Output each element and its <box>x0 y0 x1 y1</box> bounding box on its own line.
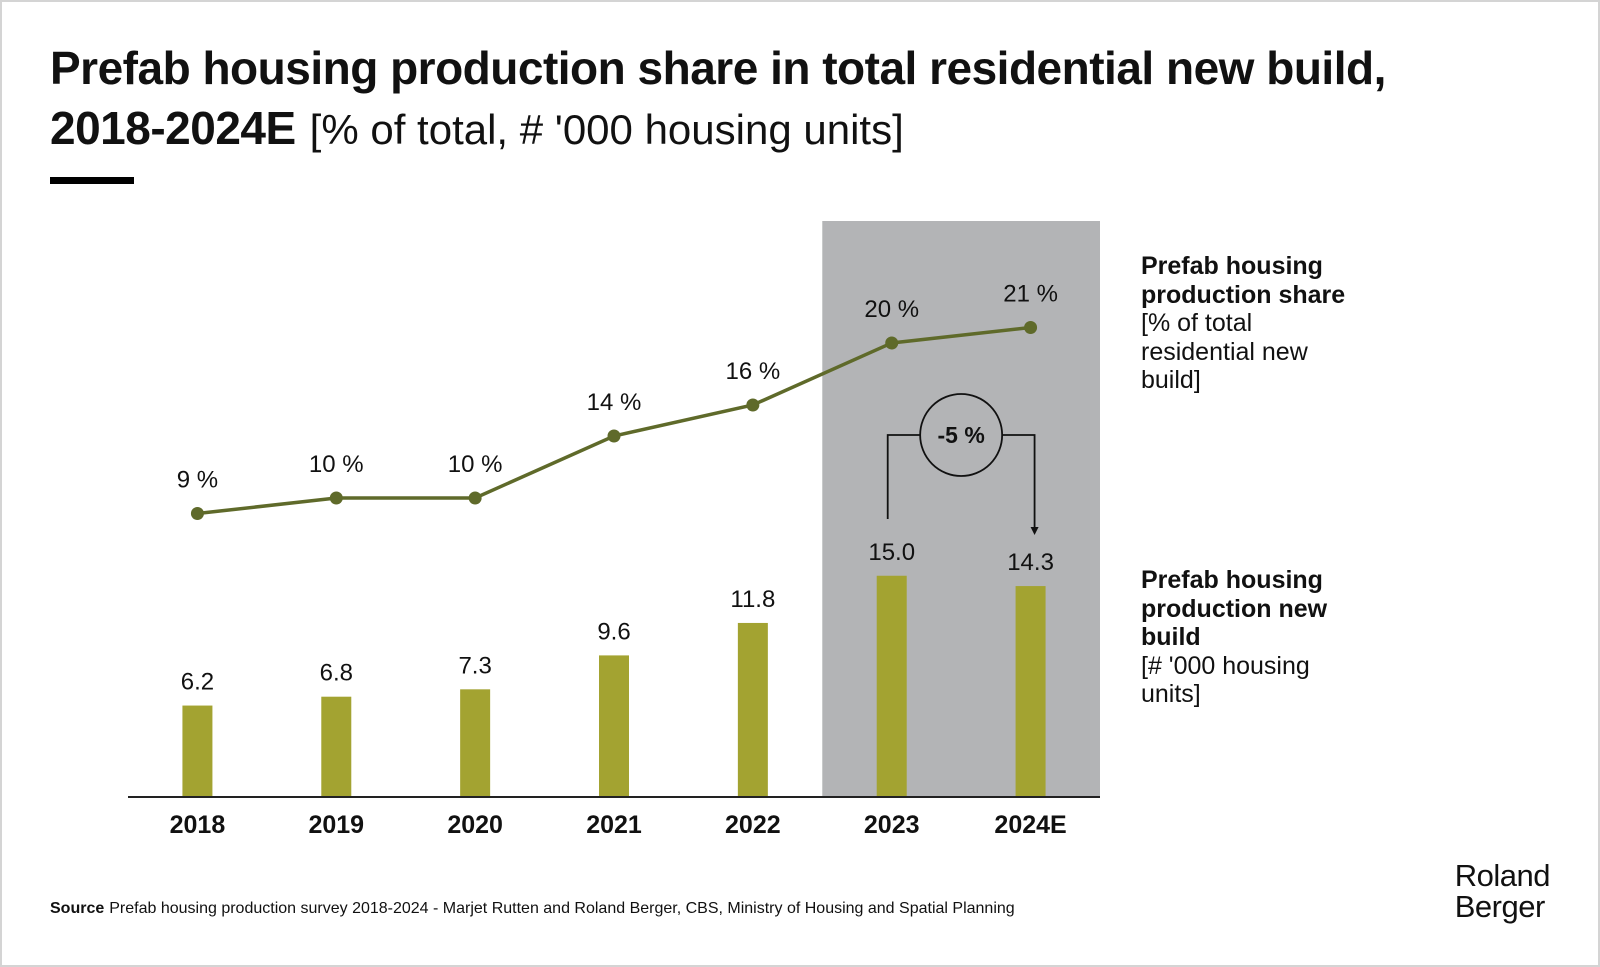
bar-2018 <box>182 705 213 797</box>
x-tick-2019: 2019 <box>308 811 364 839</box>
share-point-2020 <box>468 491 482 505</box>
legend-share-name: Prefab housing production share <box>1141 252 1346 309</box>
legend-share-unit: [% of total residential new build] <box>1141 309 1308 394</box>
bar-label-2022: 11.8 <box>730 586 775 613</box>
source-note: Source Prefab housing production survey 2… <box>50 900 1015 918</box>
bar-2020 <box>460 689 491 797</box>
share-point-2018 <box>190 507 204 520</box>
bar-label-2018: 6.2 <box>181 669 214 696</box>
x-tick-2018: 2018 <box>170 811 226 839</box>
legend-share: Prefab housing production share [% of to… <box>1141 252 1371 395</box>
x-tick-2024E: 2024E <box>994 811 1066 839</box>
forecast-highlight-band <box>822 221 1100 797</box>
legend-build: Prefab housing production new build [# '… <box>1141 566 1371 709</box>
change-bracket-left <box>886 434 921 519</box>
bar-2022 <box>737 622 768 797</box>
source-label: Source <box>50 900 105 917</box>
share-point-2023 <box>885 336 899 350</box>
share-label-2022: 16 % <box>726 358 781 385</box>
title-unit: [% of total, # '000 housing units] <box>309 106 904 153</box>
change-label: -5 % <box>937 422 984 448</box>
bar-label-2023: 15.0 <box>868 539 915 566</box>
chart-title: Prefab housing production share in total… <box>50 38 1550 160</box>
bar-label-2020: 7.3 <box>458 652 491 679</box>
share-point-2024E <box>1024 321 1038 334</box>
bar-2024E <box>1015 586 1046 797</box>
share-label-2024E: 21 % <box>1003 281 1058 308</box>
share-label-2023: 20 % <box>864 296 919 323</box>
x-tick-2022: 2022 <box>725 811 781 839</box>
bar-label-2019: 6.8 <box>320 660 353 687</box>
x-tick-2020: 2020 <box>447 811 503 839</box>
share-point-2019 <box>329 491 343 505</box>
share-label-2021: 14 % <box>587 389 642 416</box>
x-tick-2023: 2023 <box>864 811 920 839</box>
bar-2019 <box>321 696 352 797</box>
title-line-2: 2018-2024E [% of total, # '000 housing un… <box>50 98 1550 160</box>
share-label-2019: 10 % <box>309 451 364 478</box>
legend-build-unit: [# '000 housing units] <box>1141 651 1310 709</box>
bar-label-2024E: 14.3 <box>1007 549 1054 576</box>
bar-2021 <box>599 655 629 797</box>
title-underline <box>50 177 134 184</box>
share-label-2020: 10 % <box>448 451 503 478</box>
change-bracket-right <box>1002 434 1039 535</box>
bar-2023 <box>876 575 907 797</box>
brand-line-2: Berger <box>1454 889 1546 924</box>
title-line-1: Prefab housing production share in total… <box>50 42 1386 94</box>
change-circle <box>919 393 1004 477</box>
share-point-2021 <box>607 429 621 443</box>
title-years: 2018-2024E <box>50 102 296 154</box>
legend-build-name: Prefab housing production new build <box>1141 566 1328 651</box>
brand-logo: Roland Berger <box>1454 858 1551 924</box>
source-text: Prefab housing production survey 2018-20… <box>109 900 1015 917</box>
share-point-2022 <box>746 398 760 412</box>
share-label-2018: 9 % <box>177 467 218 494</box>
brand-line-1: Roland <box>1454 858 1551 893</box>
x-tick-2021: 2021 <box>586 811 642 839</box>
bar-label-2021: 9.6 <box>597 618 630 645</box>
